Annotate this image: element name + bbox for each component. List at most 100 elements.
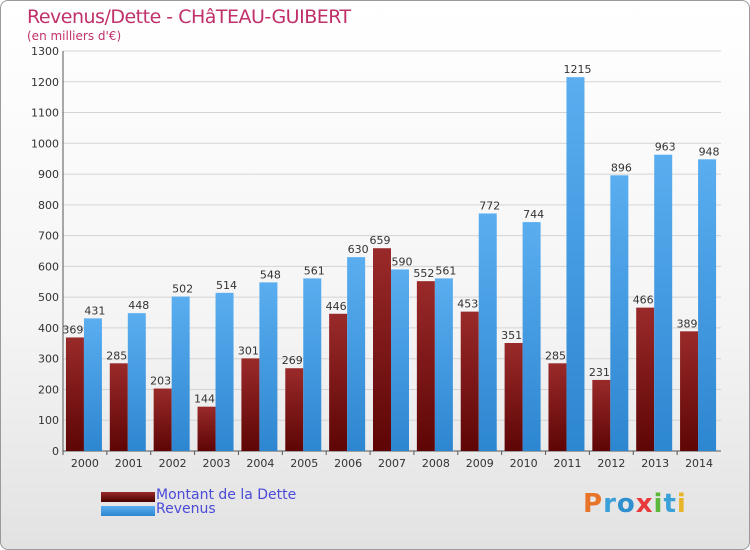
logo-letter: x (635, 489, 654, 519)
data-label-revenus-2001: 448 (128, 299, 149, 312)
x-tick-label-2008: 2008 (422, 457, 450, 470)
bar-debt-2003 (197, 406, 216, 451)
y-tick-label: 500 (38, 291, 59, 304)
legend-swatch-revenus (101, 506, 155, 516)
data-label-debt-2005: 269 (282, 354, 303, 367)
data-label-revenus-2009: 772 (479, 199, 500, 212)
y-tick-label: 1100 (31, 107, 59, 120)
bar-revenus-2005 (303, 278, 322, 451)
data-label-debt-2002: 203 (150, 375, 171, 388)
data-label-revenus-2003: 514 (216, 279, 237, 292)
bar-debt-2002 (153, 388, 172, 451)
x-tick-label-2011: 2011 (553, 457, 581, 470)
bars-layer (65, 77, 717, 452)
logo-letter: r (603, 489, 617, 519)
data-label-debt-2009: 453 (457, 298, 478, 311)
y-tick-label: 1000 (31, 137, 59, 150)
bar-revenus-2011 (566, 77, 585, 452)
x-tick-label-2001: 2001 (115, 457, 143, 470)
bar-revenus-2006 (347, 257, 366, 451)
data-label-debt-2004: 301 (238, 344, 259, 357)
logo-letter: o (616, 489, 636, 519)
y-tick-label: 700 (38, 230, 59, 243)
data-label-revenus-2012: 896 (611, 161, 632, 174)
bar-debt-2007 (373, 248, 391, 451)
x-tick-label-2007: 2007 (378, 457, 406, 470)
y-tick-label: 600 (38, 260, 59, 273)
y-tick-label: 0 (52, 445, 59, 458)
legend-swatch-debt (101, 492, 155, 502)
bar-debt-2006 (329, 313, 348, 451)
bar-revenus-2001 (127, 313, 146, 451)
x-tick-label-2004: 2004 (246, 457, 274, 470)
logo-letter: i (676, 489, 687, 519)
bar-revenus-2014 (698, 159, 717, 452)
data-label-revenus-2014: 948 (699, 145, 720, 158)
data-label-revenus-2010: 744 (523, 208, 544, 221)
data-label-revenus-2011: 1215 (563, 63, 591, 76)
logo-letter: t (663, 489, 677, 519)
x-tick-label-2013: 2013 (641, 457, 669, 470)
y-tick-label: 1300 (31, 45, 59, 58)
x-tick-label-2012: 2012 (597, 457, 625, 470)
data-label-revenus-2005: 561 (304, 264, 325, 277)
bar-debt-2014 (680, 331, 699, 451)
bar-revenus-2003 (215, 292, 234, 451)
bar-revenus-2010 (522, 222, 541, 451)
data-label-debt-2008: 552 (413, 267, 434, 280)
chart-subtitle: (en milliers d'€) (27, 29, 122, 43)
data-label-revenus-2008: 561 (435, 264, 456, 277)
y-tick-label: 800 (38, 199, 59, 212)
data-label-revenus-2013: 963 (655, 141, 676, 154)
data-label-debt-2012: 231 (589, 366, 610, 379)
bar-debt-2008 (416, 281, 435, 451)
legend-label-revenus: Revenus (156, 501, 216, 517)
bar-debt-2001 (109, 363, 128, 451)
y-tick-label: 200 (38, 383, 59, 396)
x-tick-label-2014: 2014 (685, 457, 713, 470)
bar-debt-2005 (285, 368, 304, 451)
x-tick-label-2005: 2005 (290, 457, 318, 470)
y-tick-label: 300 (38, 353, 59, 366)
bar-revenus-2004 (259, 282, 278, 451)
legend-label-debt: Montant de la Dette (156, 487, 297, 503)
y-tick-label: 400 (38, 322, 59, 335)
data-label-debt-2007: 659 (370, 234, 391, 247)
y-tick-label: 900 (38, 168, 59, 181)
data-label-debt-2011: 285 (545, 349, 566, 362)
bar-revenus-2009 (478, 213, 497, 451)
data-label-revenus-2007: 590 (392, 255, 413, 268)
x-tick-label-2009: 2009 (466, 457, 494, 470)
data-label-revenus-2004: 548 (260, 268, 281, 281)
bar-debt-2011 (548, 363, 567, 451)
data-label-debt-2013: 466 (633, 294, 654, 307)
data-label-debt-2001: 285 (106, 349, 127, 362)
bar-revenus-2002 (171, 296, 190, 451)
bar-debt-2012 (592, 379, 611, 451)
bar-debt-2000 (65, 337, 84, 451)
x-tick-label-2003: 2003 (203, 457, 231, 470)
data-label-revenus-2000: 431 (84, 304, 105, 317)
bar-debt-2013 (636, 307, 655, 451)
bar-revenus-2007 (391, 269, 409, 451)
data-label-debt-2014: 389 (677, 317, 698, 330)
y-tick-label: 100 (38, 414, 59, 427)
data-label-revenus-2002: 502 (172, 283, 193, 296)
data-label-debt-2010: 351 (501, 329, 522, 342)
data-label-revenus-2006: 630 (348, 243, 369, 256)
bar-revenus-2012 (610, 175, 629, 452)
bar-revenus-2008 (434, 278, 453, 451)
bar-debt-2010 (504, 343, 523, 451)
proxiti-logo: Proxiti (583, 489, 687, 519)
data-label-debt-2000: 369 (62, 323, 83, 336)
x-tick-label-2000: 2000 (71, 457, 99, 470)
x-tick-label-2006: 2006 (334, 457, 362, 470)
chart-title: Revenus/Dette - CHâTEAU-GUIBERT (27, 6, 351, 28)
bar-revenus-2013 (654, 154, 673, 451)
bar-debt-2004 (241, 358, 260, 451)
bar-revenus-2000 (83, 318, 102, 451)
x-tick-label-2010: 2010 (510, 457, 538, 470)
labels-layer: 0 100 200 300 400 500 600 700 800 900 1000 1100 1200… (31, 45, 720, 470)
